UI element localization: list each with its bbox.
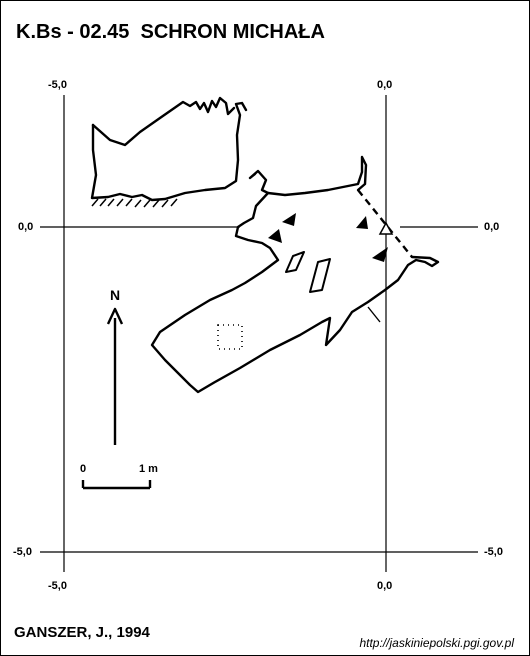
profile-marker — [367, 306, 381, 323]
rock-pillars — [285, 251, 331, 293]
floor-hatching — [91, 198, 178, 208]
grid-lines — [40, 95, 478, 572]
grid-label-top-left: -5,0 — [48, 79, 67, 91]
map-title: K.Bs - 02.45 SCHRON MICHAŁA — [16, 21, 325, 43]
grid-label-bottom-left: -5,0 — [48, 580, 67, 592]
grid-label-right-upper: 0,0 — [484, 221, 500, 233]
grid-label-left-upper: 0,0 — [18, 221, 34, 233]
author-credit: GANSZER, J., 1994 — [14, 624, 150, 641]
grid-label-right-lower: -5,0 — [484, 546, 503, 558]
scale-label-start: 0 — [80, 463, 87, 475]
source-link[interactable]: http://jaskiniepolski.pgi.gov.pl — [359, 636, 514, 650]
grid-label-left-lower: -5,0 — [13, 546, 32, 558]
cave-outline — [150, 155, 440, 394]
grid-label-top-right: 0,0 — [377, 79, 393, 91]
grid-label-bottom-right: 0,0 — [377, 580, 393, 592]
slope-markers — [268, 213, 388, 262]
scale-label-end: 1 m — [139, 463, 158, 475]
north-label: N — [110, 287, 121, 303]
cross-section — [90, 96, 248, 202]
rubble-area — [217, 324, 243, 350]
survey-point-icon — [378, 221, 394, 235]
scale-bar — [81, 480, 152, 490]
north-arrow-icon — [106, 307, 124, 445]
entrance-dripline — [357, 189, 413, 258]
